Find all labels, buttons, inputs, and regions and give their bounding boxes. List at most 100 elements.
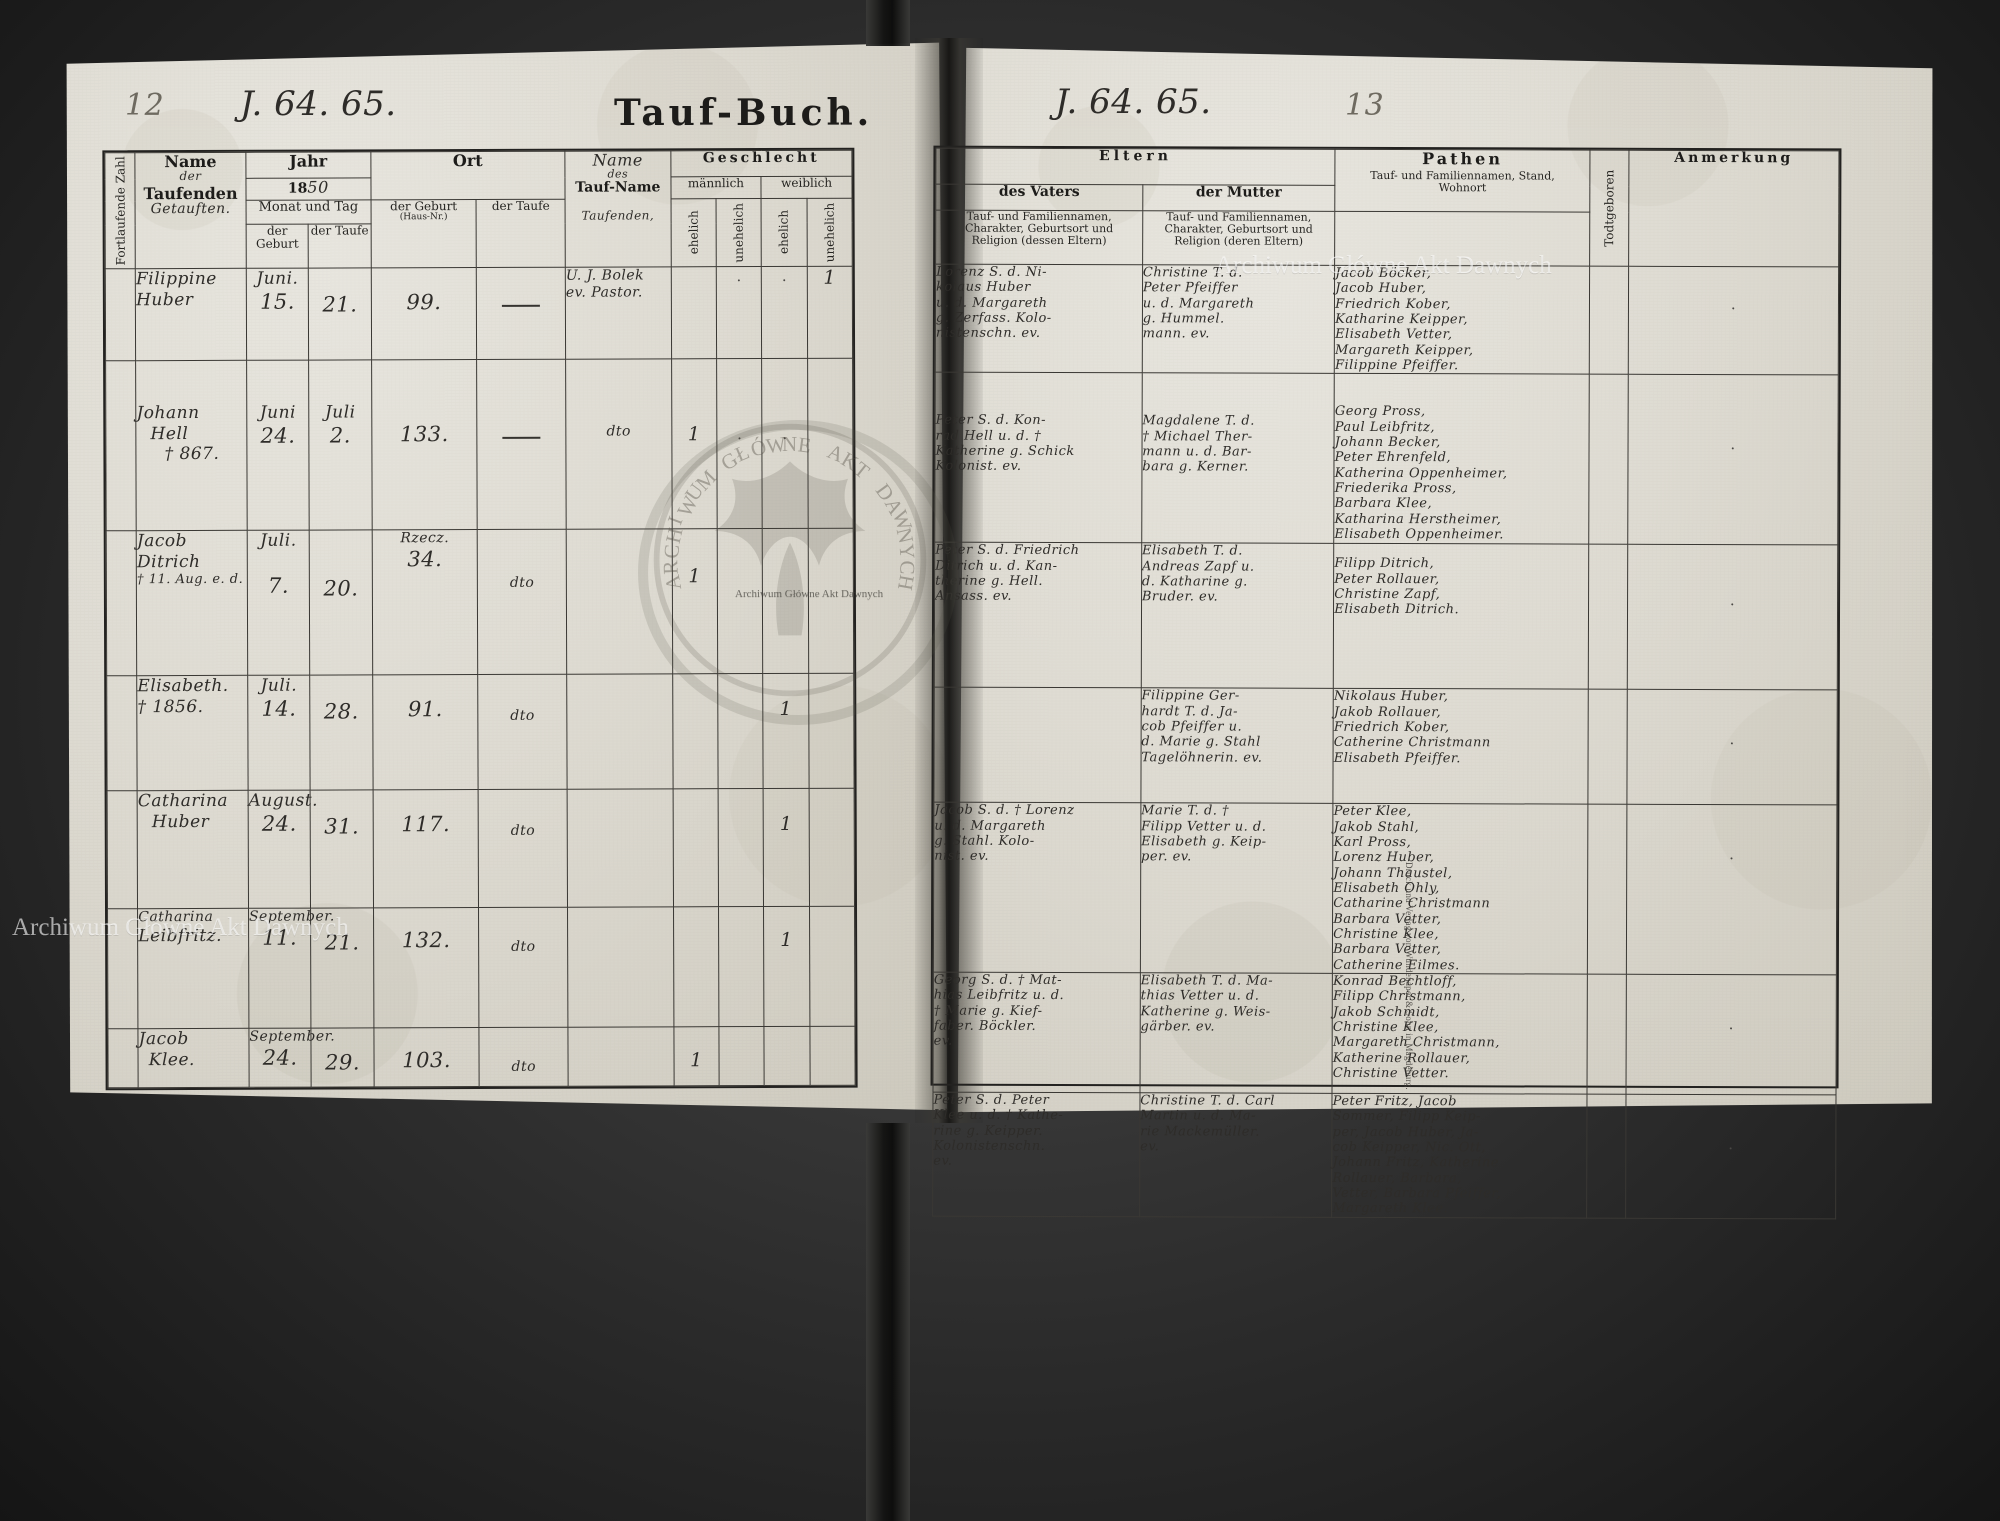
header-weiblich-ehelich: ehelich [761,198,807,267]
table-row[interactable]: Filippine Ger- hardt T. d. Ja- cob Pfeif… [933,687,1838,806]
header-anmerkung-label: Anmerkung [1674,149,1794,167]
cell-w-ehelich-value: 1 [780,928,793,951]
header-year-handwritten: 50 [307,177,329,197]
cell-m-unehelich-value: . [737,425,742,444]
header-vater-sub3: Religion (dessen Eltern) [971,233,1107,247]
cell-ort-geburt: 132. [373,907,480,1028]
cell-anmerkung-value: . [1728,1014,1734,1033]
cell-todtgeboren [1586,1094,1626,1218]
cell-mutter-text: Christine T. d. Peter Pfeiffer u. d. Mar… [1142,265,1255,342]
cell-ort-geburt: 103. [373,1027,480,1087]
header-anmerkung: Anmerkung [1628,150,1839,267]
table-row[interactable]: Georg S. d. † Mat- hias Leibfritz u. d. … [933,971,1837,1095]
table-row[interactable]: Lorenz S. d. Ni- kolaus Huber u. d. Marg… [935,264,1839,376]
cell-tag-taufe: 31. [324,814,360,839]
header-name-des-line1: Name [592,150,643,170]
cell-monat-geburt: Juli. 7. [247,530,311,676]
header-maennlich-ehelich-label: ehelich [686,210,701,255]
header-tag-der-geburt: der Geburt [246,223,309,269]
header-tag-der-taufe: der Taufe [308,223,371,269]
cell-taufender-line2: ev. Pastor. [565,284,643,301]
open-book [60,38,1940,1123]
header-des-vaters-label: des Vaters [998,183,1080,201]
header-eltern-label: Eltern [1099,148,1173,165]
table-row[interactable]: Catharina Huber August. 24. 31. 117. [107,788,855,909]
table-row[interactable]: Jacob S. d. † Lorenz u. d. Margareth g. … [933,802,1837,975]
table-row[interactable]: Peter S. d. Kon- rad Hell u. d. † Kather… [934,372,1839,546]
cell-mutter: Magdalene T. d. † Michael Ther- mann u. … [1141,373,1335,544]
header-name-line2: der [179,169,202,184]
cell-name-line1: Catharina [138,908,214,926]
cell-ort-taufe-value: dto [510,822,536,839]
header-tag-geburt-label: der Geburt [255,223,299,251]
cell-w-unehelich: 1 [806,266,853,359]
cell-tag-taufe-wrap: 20. [309,529,373,676]
header-geschlecht: Geschlecht [670,150,852,177]
cell-w-ehelich: 1 [763,906,810,1027]
cell-monat-geburt: Juli. 14. [247,675,311,791]
cell-w-ehelich: . [761,266,808,359]
cell-monat: Juli. [260,530,297,551]
cell-monat: August. [248,790,319,811]
header-vater-sub: Tauf- und Familiennamen, Charakter, Gebu… [935,210,1143,265]
cell-w-ehelich-value: 1 [779,697,793,720]
cell-anmerkung: . [1627,266,1839,376]
cell-anmerkung-value: . [1728,1134,1734,1153]
cell-nr [105,268,136,361]
cell-name: Jacob Klee. [138,1028,250,1088]
header-name: Name der Taufenden Getauften. [135,152,247,269]
cell-m-unehelich: . [716,266,762,359]
header-jahr-year: 1850 [245,177,371,201]
cell-m-ehelich [672,788,719,907]
cell-w-ehelich [764,1026,810,1086]
cell-vater-text: Lorenz S. d. Ni- kolaus Huber u. d. Marg… [935,264,1052,342]
table-row[interactable]: Jacob Klee. September. 24. 29. 103. [107,1026,856,1088]
header-maennlich: männlich [670,176,762,199]
cell-name-line1: Johann [136,402,200,424]
cell-ort-geburt-line1: Rzecz. [400,530,450,547]
cell-tag-taufe-wrap: 21. [310,907,374,1029]
cell-m-ehelich [672,673,719,789]
cell-w-ehelich [762,528,809,674]
cell-pathen-text: Peter Fritz, Jacob Sommer, Filipp Keip- … [1332,1093,1502,1217]
cell-vater: Peter S. d. Peter Klee u. d. † Kathe- ri… [932,1091,1140,1217]
cell-nr [105,360,137,531]
cell-name-line2: Klee. [148,1049,195,1070]
cell-anmerkung-value: . [1730,295,1736,314]
cell-tag-taufe-wrap: 28. [310,674,373,791]
cell-name-line2: † 1856. [137,696,204,717]
table-row[interactable]: Peter S. d. Friedrich Ditrich u. d. Kan-… [934,542,1838,691]
cell-mutter-text: Filippine Ger- hardt T. d. Ja- cob Pfeif… [1141,688,1263,766]
table-row[interactable]: Filippine Huber Juni. 15. 21. 99. [105,266,853,361]
table-row[interactable]: Peter S. d. Peter Klee u. d. † Kathe- ri… [932,1091,1837,1219]
header-jahr-label: Jahr [289,151,328,171]
cell-m-unehelich [717,673,764,789]
table-row[interactable]: Elisabeth. † 1856. Juli. 14. 28. 91. [106,673,855,791]
cell-tag-taufe-wrap: Juli 2. [308,359,372,531]
table-row[interactable]: Catharina Leibfritz. September. 11. 21. … [107,906,855,1029]
cell-m-ehelich [673,906,719,1027]
cell-vater-text: Peter S. d. Kon- rad Hell u. d. † Kather… [935,412,1075,475]
table-row[interactable]: Johann Hell † 867. Juni 24. Juli 2. [105,358,854,531]
header-ort-geburt-haus-nr: (Haus-Nr.) [399,212,448,223]
cell-ort-geburt: 133. [371,359,478,530]
cell-mutter: Elisabeth T. d. Ma- thias Vetter u. d. K… [1139,972,1333,1094]
cell-w-ehelich-value: . [782,424,788,443]
header-todtgeboren-label: Todtgeboren [1601,169,1617,247]
cell-ort-taufe: dto [478,789,568,908]
cell-taufender [566,528,673,675]
cell-mutter-text: Magdalene T. d. † Michael Ther- mann u. … [1142,413,1255,475]
cell-taufender: dto [565,358,672,530]
register-rows-left: Filippine Huber Juni. 15. 21. 99. [105,266,856,1088]
cell-pathen: Georg Pross, Paul Leibfritz, Johann Beck… [1333,373,1590,545]
spine-clamp-top [866,0,910,46]
header-pathen: Pathen Tauf- und Familiennamen, Stand, W… [1334,149,1591,213]
header-name-line4: Getauften. [150,201,231,218]
cell-anmerkung: . [1625,1094,1837,1219]
header-monat-und-tag: Monat und Tag [245,199,371,225]
cell-taufender [567,1026,674,1087]
cell-name-line2: Leibfritz. [138,925,223,946]
cell-nr [107,1028,139,1088]
table-row[interactable]: Jacob Ditrich † 11. Aug. e. d. Juli. 7. … [106,528,854,676]
header-mutter-sub: Tauf- und Familiennamen, Charakter, Gebu… [1142,210,1335,266]
